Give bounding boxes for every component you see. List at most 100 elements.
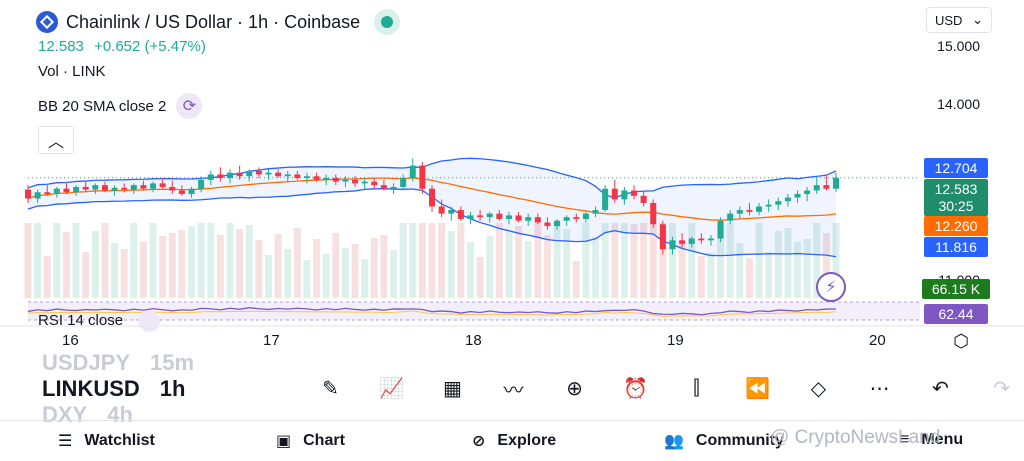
candle-body — [631, 190, 637, 196]
rsi-indicator-label[interactable]: RSI 14 close — [38, 312, 124, 329]
redo-icon[interactable]: ↷ — [993, 377, 1010, 400]
volume-bar — [601, 223, 609, 298]
volume-bar — [332, 233, 340, 298]
volume-bar — [611, 223, 619, 298]
pencil-icon[interactable]: ✎ — [322, 377, 339, 400]
volume-bar — [794, 242, 802, 298]
symbol-item[interactable]: DXY 4h — [42, 402, 194, 428]
volume-bar — [322, 254, 330, 298]
candle-body — [573, 217, 580, 219]
bollinger-indicator-row[interactable]: BB 20 SMA close 2 ⟳ — [38, 93, 203, 119]
candle-body — [409, 165, 416, 179]
volume-bar — [139, 242, 147, 298]
volume-bar — [34, 223, 42, 298]
nav-explore[interactable]: ⊘ Explore — [472, 431, 556, 451]
volume-indicator-label[interactable]: Vol · LINK — [38, 63, 106, 80]
people-icon: 👥 — [664, 433, 684, 450]
volume-bar — [168, 233, 176, 298]
symbol-item[interactable]: USDJPY 15m — [42, 350, 194, 376]
symbol-item-active[interactable]: LINKUSD 1h — [42, 376, 194, 402]
chainlink-logo-icon — [36, 11, 58, 33]
bb-upper-tag: 12.704 — [924, 158, 988, 178]
indicators-icon[interactable]: 📈 — [379, 377, 404, 400]
volume-bar — [428, 223, 436, 298]
volume-bar — [264, 255, 272, 298]
volume-bar — [390, 250, 398, 298]
candle-body — [236, 172, 243, 177]
time-tick: 20 — [869, 332, 886, 349]
volume-bar — [486, 236, 494, 298]
candle-body — [73, 186, 80, 193]
volume-bar — [822, 233, 830, 298]
volume-bar — [447, 231, 455, 298]
rsi-settings-icon[interactable] — [138, 310, 160, 332]
refresh-icon[interactable]: ⟳ — [176, 93, 203, 119]
currency-value: USD — [935, 12, 963, 28]
candle-body — [602, 188, 609, 211]
layout-icon[interactable]: ▦ — [443, 377, 462, 400]
volume-bar — [659, 223, 667, 298]
volume-bar — [351, 244, 359, 298]
nav-chart[interactable]: ▣ Chart — [276, 431, 345, 451]
chevron-down-icon: ⌄ — [972, 12, 983, 27]
compare-icon[interactable]: 〰 — [503, 379, 524, 402]
volume-bar — [572, 261, 580, 298]
add-icon[interactable]: ⊕ — [566, 377, 583, 400]
volume-bar — [678, 244, 686, 298]
candle-body — [765, 204, 772, 207]
alert-icon[interactable]: ⏰ — [623, 377, 648, 400]
volume-bar — [159, 236, 167, 298]
candle-body — [650, 202, 657, 225]
candle-type-icon[interactable]: ⫿ — [693, 376, 700, 399]
candle-body — [121, 187, 128, 190]
quick-trade-button[interactable]: ⚡ — [816, 272, 846, 302]
undo-icon[interactable]: ↶ — [932, 377, 949, 400]
volume-bar — [361, 259, 369, 298]
market-open-status-icon[interactable] — [374, 9, 401, 35]
candle-body — [323, 178, 330, 180]
currency-select[interactable]: USD ⌄ — [926, 7, 992, 33]
candle-body — [25, 189, 31, 199]
symbol-switcher[interactable]: USDJPY 15m LINKUSD 1h DXY 4h — [42, 350, 194, 428]
layers-icon[interactable]: ◇ — [810, 377, 827, 400]
candle-body — [101, 185, 108, 191]
candle-body — [150, 183, 157, 189]
nav-community[interactable]: 👥 Community — [664, 431, 784, 451]
candle-body — [756, 206, 763, 212]
volume-bar — [197, 223, 205, 298]
volume-bar — [82, 252, 90, 298]
replay-icon[interactable]: ⏪ — [745, 377, 770, 400]
more-icon[interactable]: ⋯ — [869, 377, 890, 400]
volume-bar — [697, 256, 705, 298]
volume-bar — [620, 223, 628, 298]
candle-body — [53, 188, 60, 195]
candle-body — [717, 220, 724, 239]
candle-body — [477, 215, 484, 218]
candle-body — [217, 174, 224, 179]
volume-bar — [774, 231, 782, 298]
volume-bar — [399, 223, 407, 298]
candle-body — [44, 192, 51, 195]
candle-body — [82, 186, 89, 190]
candle-body — [342, 179, 349, 182]
volume-bar — [726, 223, 734, 298]
candle-body — [621, 190, 628, 200]
nav-watchlist[interactable]: ☰ Watchlist — [58, 431, 155, 451]
candle-body — [592, 210, 599, 214]
nav-menu[interactable]: ≡ Menu — [900, 431, 963, 449]
candle-body — [419, 165, 426, 189]
nav-label: Menu — [921, 431, 964, 448]
candle-body — [303, 176, 310, 179]
volume-bar — [688, 223, 696, 298]
candle-body — [111, 187, 118, 191]
volume-bar — [466, 242, 474, 298]
symbol-header[interactable]: Chainlink / US Dollar · 1h · Coinbase — [36, 9, 401, 35]
volume-bar — [505, 230, 513, 298]
bollinger-basis-line — [27, 177, 837, 221]
volume-bar — [813, 223, 821, 298]
candle-body — [313, 176, 320, 180]
chart-settings-icon[interactable]: ⬡ — [953, 330, 969, 351]
collapse-legend-button[interactable]: ︿ — [38, 126, 74, 154]
volume-bar — [274, 234, 282, 298]
